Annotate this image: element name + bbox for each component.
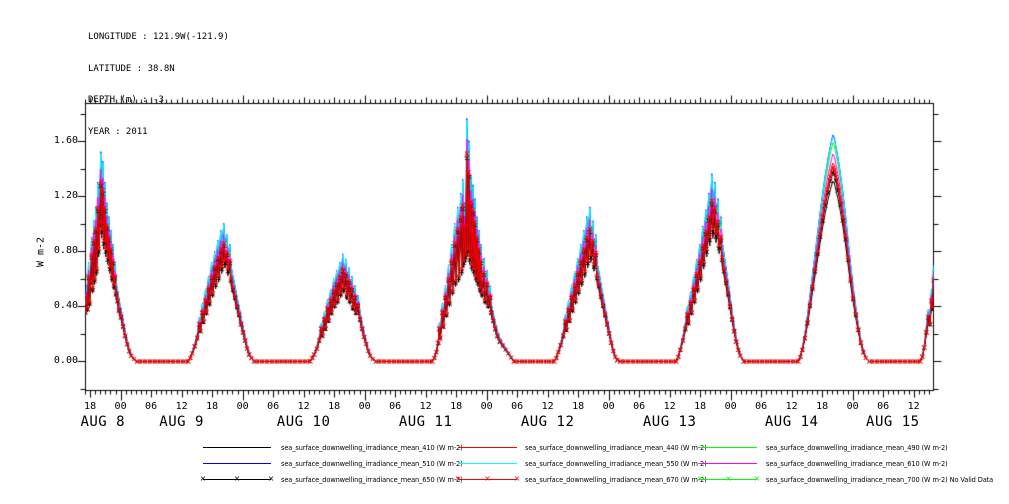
- legend-x-marker: ×: [199, 474, 207, 483]
- legend-x-marker: ×: [513, 474, 521, 483]
- x-hour-label: 06: [755, 401, 768, 412]
- metadata-longitude: LONGITUDE : 121.9W(-121.9): [88, 32, 229, 42]
- legend-line-sample-670: × × ×: [455, 474, 521, 483]
- legend-label-610: sea_surface_downwelling_irradiance_mean_…: [766, 459, 948, 468]
- x-date-label: AUG 10: [276, 414, 331, 430]
- legend-x-marker: ×: [725, 474, 732, 483]
- x-hour-label: 06: [511, 401, 524, 412]
- metadata-latitude: LATITUDE : 38.8N: [88, 63, 175, 74]
- legend-entry-510: sea_surface_downwelling_irradiance_mean_…: [203, 458, 463, 469]
- x-date-label: AUG 11: [398, 414, 453, 430]
- x-hour-label: 12: [297, 401, 310, 412]
- legend-entry-670: × × × sea_surface_downwelling_irradiance_m…: [455, 474, 707, 485]
- legend-entry-610: sea_surface_downwelling_irradiance_mean_…: [700, 458, 948, 469]
- x-hour-label: 06: [267, 401, 280, 412]
- legend-x-marker: ×: [267, 474, 275, 483]
- x-hour-label: 00: [602, 401, 615, 412]
- x-hour-label: 18: [328, 401, 341, 412]
- legend-label-650: sea_surface_downwelling_irradiance_mean_…: [281, 475, 463, 484]
- legend-line-sample-610: [700, 463, 757, 464]
- x-hour-label: 00: [358, 401, 371, 412]
- legend-entry-700: × × × sea_surface_downwelling_irradiance_m…: [697, 474, 994, 485]
- x-hour-label: 18: [84, 401, 97, 412]
- x-hour-label: 06: [633, 401, 646, 412]
- legend-x-marker: ×: [484, 474, 491, 483]
- metadata-year: YEAR : 2011: [88, 126, 148, 137]
- x-hour-label: 12: [785, 401, 798, 412]
- y-tick-label-1.60: 1.60: [53, 135, 78, 146]
- x-hour-label: 18: [450, 401, 463, 412]
- x-hour-label: 00: [236, 401, 249, 412]
- x-hour-label: 18: [206, 401, 219, 412]
- x-hour-label: 18: [694, 401, 707, 412]
- x-hour-label: 12: [541, 401, 554, 412]
- legend-label-510: sea_surface_downwelling_irradiance_mean_…: [281, 459, 463, 468]
- legend-entry-490: sea_surface_downwelling_irradiance_mean_…: [700, 442, 948, 453]
- legend-x-marker: ×: [454, 474, 462, 483]
- x-hour-label: 00: [846, 401, 859, 412]
- legend-line-sample-410: [203, 447, 271, 448]
- legend-line-sample-490: [700, 447, 757, 448]
- x-hour-label: 00: [724, 401, 737, 412]
- legend-entry-410: sea_surface_downwelling_irradiance_mean_…: [203, 442, 463, 453]
- legend-line-sample-550: [458, 463, 517, 464]
- x-hour-label: 12: [419, 401, 432, 412]
- x-hour-label: 06: [145, 401, 158, 412]
- legend-line-sample-650: × × ×: [200, 474, 275, 483]
- x-hour-label: 12: [175, 401, 188, 412]
- x-hour-label: 18: [816, 401, 829, 412]
- metadata-depth: DEPTH (m) : -3: [88, 95, 164, 105]
- legend-line-sample-700: × × ×: [697, 474, 761, 483]
- legend-label-670: sea_surface_downwelling_irradiance_mean_…: [525, 475, 707, 484]
- legend-x-marker: ×: [233, 474, 241, 483]
- y-tick-label-0.40: 0.40: [53, 300, 78, 311]
- x-date-label: AUG 12: [520, 414, 575, 430]
- x-date-label: AUG 9: [159, 414, 204, 430]
- legend-label-410: sea_surface_downwelling_irradiance_mean_…: [281, 443, 463, 452]
- legend-label-490: sea_surface_downwelling_irradiance_mean_…: [766, 443, 948, 452]
- x-date-label: AUG 13: [642, 414, 697, 430]
- y-tick-label-0.80: 0.80: [53, 245, 78, 256]
- legend-entry-650: × × × sea_surface_downwelling_irradiance_m…: [200, 474, 463, 485]
- x-hour-label: 12: [663, 401, 676, 412]
- x-hour-label: 12: [907, 401, 920, 412]
- x-hour-label: 00: [114, 401, 127, 412]
- x-hour-label: 06: [389, 401, 402, 412]
- x-hour-label: 06: [877, 401, 890, 412]
- legend-label-700: sea_surface_downwelling_irradiance_mean_…: [766, 475, 994, 484]
- legend-label-550: sea_surface_downwelling_irradiance_mean_…: [525, 459, 707, 468]
- legend-x-marker: ×: [753, 474, 761, 483]
- x-hour-label: 18: [572, 401, 585, 412]
- x-date-label: AUG 14: [764, 414, 819, 430]
- legend-x-marker: ×: [696, 474, 704, 483]
- x-date-label: AUG 8: [80, 414, 126, 430]
- legend-entry-440: sea_surface_downwelling_irradiance_mean_…: [458, 442, 707, 453]
- legend-label-440: sea_surface_downwelling_irradiance_mean_…: [525, 443, 707, 452]
- y-tick-label-0.00: 0.00: [53, 355, 78, 366]
- x-hour-label: 00: [480, 401, 493, 412]
- legend-line-sample-510: [203, 463, 271, 464]
- legend-line-sample-440: [458, 447, 517, 448]
- legend-entry-550: sea_surface_downwelling_irradiance_mean_…: [458, 458, 707, 469]
- y-tick-label-1.20: 1.20: [53, 190, 78, 201]
- plot-metadata: LONGITUDE : 121.9W(-121.9) LATITUDE : 38…: [88, 11, 229, 158]
- x-date-label: AUG 15: [866, 414, 920, 430]
